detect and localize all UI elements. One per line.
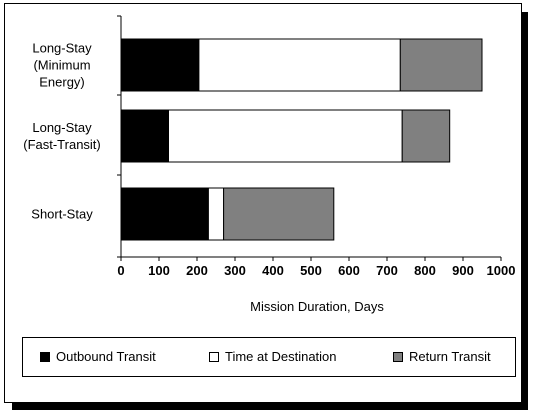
legend-label: Time at Destination xyxy=(225,349,337,364)
legend-swatch xyxy=(393,351,403,362)
bars-group xyxy=(120,38,483,241)
bar-segment-outbound-transit xyxy=(120,109,169,163)
bar-segment-return-transit xyxy=(399,38,483,92)
category-label: Short-Stay xyxy=(31,207,93,222)
x-tick-label: 500 xyxy=(300,263,322,278)
legend-label: Return Transit xyxy=(409,349,491,364)
x-axis-title: Mission Duration, Days xyxy=(250,299,384,314)
x-tick-label: 0 xyxy=(117,263,124,278)
bar-segment-return-transit xyxy=(223,187,335,241)
legend-item: Outbound Transit xyxy=(40,349,156,364)
legend-item: Time at Destination xyxy=(209,349,337,364)
x-tick-label: 700 xyxy=(376,263,398,278)
bar-segment-time-at-destination xyxy=(207,187,225,241)
x-tick-label: 200 xyxy=(186,263,208,278)
x-tick-label: 1000 xyxy=(487,263,516,278)
bar-segment-outbound-transit xyxy=(120,38,200,92)
x-tick-label: 300 xyxy=(224,263,246,278)
x-tick-label: 100 xyxy=(148,263,170,278)
x-axis-ticks: 0 100 200 300 400 500 600 700 800 900 1000 xyxy=(117,257,515,278)
x-tick-label: 800 xyxy=(414,263,436,278)
legend: Outbound Transit Time at Destination Retur… xyxy=(22,337,516,377)
category-label: Long-Stay (Fast-Transit) xyxy=(23,120,101,152)
y-axis-ticks xyxy=(117,15,121,258)
legend-item: Return Transit xyxy=(393,349,491,364)
legend-label: Outbound Transit xyxy=(56,349,156,364)
category-label: Long-Stay (Minimum Energy) xyxy=(32,41,92,90)
bar-segment-time-at-destination xyxy=(168,109,403,163)
category-labels: Long-Stay (Minimum Energy) Long-Stay (Fast-T… xyxy=(23,41,101,222)
bar-segment-return-transit xyxy=(401,109,451,163)
x-tick-label: 900 xyxy=(452,263,474,278)
bar-segment-time-at-destination xyxy=(198,38,401,92)
x-tick-label: 600 xyxy=(338,263,360,278)
legend-swatch xyxy=(209,351,219,362)
legend-swatch xyxy=(40,351,50,362)
x-tick-label: 400 xyxy=(262,263,284,278)
bar-segment-outbound-transit xyxy=(120,187,209,241)
